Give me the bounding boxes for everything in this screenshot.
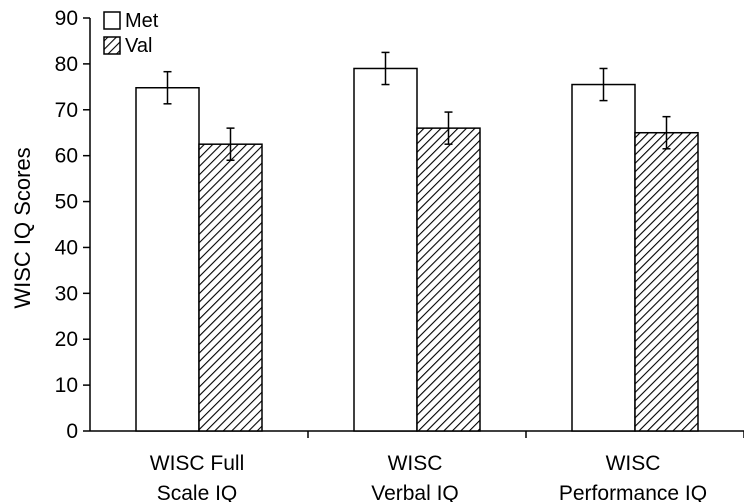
y-tick-label: 90 <box>55 7 78 30</box>
y-axis: 0 10 20 30 40 50 60 70 80 90 <box>55 7 91 443</box>
legend-swatch-val <box>103 36 121 55</box>
y-tick-label: 80 <box>55 53 78 76</box>
x-tick-label: Performance IQ <box>559 482 707 502</box>
y-tick-label: 70 <box>55 99 78 122</box>
y-tick-label: 20 <box>55 328 78 351</box>
y-tick-label: 0 <box>66 420 78 443</box>
bar-val <box>416 127 481 432</box>
x-tick-label: WISC <box>388 452 443 475</box>
legend-swatch-met <box>103 11 121 30</box>
bars <box>135 51 699 432</box>
bar-val <box>634 131 699 432</box>
y-tick-label: 40 <box>55 236 78 259</box>
x-tick-label: WISC Full <box>150 452 245 475</box>
x-tick-label: Scale IQ <box>157 482 238 502</box>
bar-met <box>571 83 636 432</box>
x-tick-label: WISC <box>606 452 661 475</box>
y-tick-label: 50 <box>55 191 78 214</box>
legend: Met Val <box>103 10 159 57</box>
bar-met <box>353 67 418 432</box>
x-tick-label: Verbal IQ <box>371 482 459 502</box>
bar-val <box>198 143 263 432</box>
bar-met <box>135 87 200 432</box>
y-axis-label: WISC IQ Scores <box>10 147 35 308</box>
x-axis: WISC Full Scale IQ WISC Verbal IQ WISC Perfor… <box>90 430 744 502</box>
y-tick-label: 60 <box>55 145 78 168</box>
legend-label-val: Val <box>125 35 152 57</box>
y-tick-label: 10 <box>55 374 78 397</box>
legend-label-met: Met <box>125 10 159 32</box>
y-tick-label: 30 <box>55 282 78 305</box>
